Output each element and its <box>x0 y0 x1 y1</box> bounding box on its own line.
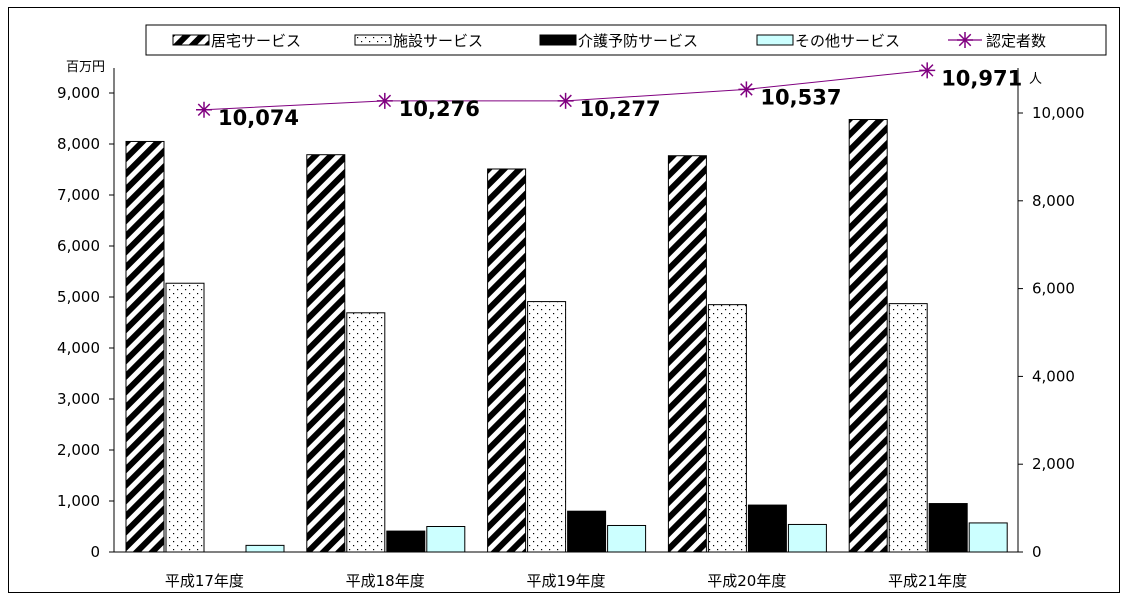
bar-4 <box>245 544 285 553</box>
bar-2 <box>707 304 747 553</box>
chart-frame <box>8 7 1120 593</box>
legend-label: その他サービス <box>795 32 900 50</box>
legend-label: 施設サービス <box>393 32 483 50</box>
left-tick-label: 5,000 <box>57 288 100 306</box>
right-tick-label: 6,000 <box>1032 280 1075 298</box>
right-axis-unit: 人 <box>1029 72 1042 87</box>
bar-1 <box>848 119 888 553</box>
legend-label: 認定者数 <box>986 32 1046 50</box>
left-tick-label: 4,000 <box>57 339 100 357</box>
left-tick-label: 3,000 <box>57 390 100 408</box>
line-series: 10,074 10,276 10,277 10,537 10,971 <box>196 62 1022 130</box>
bar-3 <box>928 503 968 553</box>
right-tick-label: 8,000 <box>1032 192 1075 210</box>
left-tick-label: 1,000 <box>57 492 100 510</box>
line-point <box>376 92 393 109</box>
line-point <box>196 101 212 118</box>
right-tick-label: 2,000 <box>1032 455 1075 473</box>
bar-3 <box>567 510 607 553</box>
line-data-label: 10,074 <box>218 106 299 130</box>
line-point <box>919 62 936 79</box>
bar-1 <box>125 140 165 553</box>
line-data-label: 10,276 <box>399 97 480 121</box>
bar-4 <box>607 524 647 553</box>
bar-2 <box>346 312 386 553</box>
left-axis-ticks: 0 1,000 2,000 3,000 4,000 5,000 6,000 7,000 8,00… <box>57 84 114 561</box>
bar-3 <box>747 504 787 553</box>
line-data-label: 10,971 <box>941 66 1022 90</box>
left-tick-label: 0 <box>90 543 100 561</box>
legend-swatch <box>172 34 210 46</box>
bar-4 <box>968 522 1008 553</box>
legend-swatch <box>354 34 392 46</box>
bar-2 <box>165 282 205 553</box>
bar-2 <box>888 303 928 553</box>
legend-swatch <box>539 34 577 46</box>
legend-label: 介護予防サービス <box>578 32 698 50</box>
line-point <box>557 92 574 109</box>
bar-4 <box>787 523 827 553</box>
legend-label: 居宅サービス <box>211 32 301 50</box>
bar-2 <box>527 301 567 553</box>
legend-box <box>145 24 1107 56</box>
bar-1 <box>306 154 346 553</box>
category-label: 平成21年度 <box>888 572 967 590</box>
left-tick-label: 8,000 <box>57 135 100 153</box>
line-data-label: 10,277 <box>580 97 661 121</box>
category-label: 平成18年度 <box>346 572 425 590</box>
line-point <box>738 81 755 98</box>
right-tick-label: 0 <box>1032 543 1042 561</box>
bars <box>125 119 1008 553</box>
category-label: 平成20年度 <box>707 572 786 590</box>
left-axis-unit: 百万円 <box>66 60 105 75</box>
bar-3 <box>386 530 426 553</box>
category-labels: 平成17年度 平成18年度 平成19年度 平成20年度 平成21年度 <box>165 572 967 590</box>
legend: 居宅サービス 施設サービス 介護予防サービス その他サービス 認定者数 <box>172 32 1046 50</box>
right-tick-label: 10,000 <box>1032 104 1085 122</box>
left-tick-label: 6,000 <box>57 237 100 255</box>
line-data-label: 10,537 <box>760 85 841 109</box>
right-axis-ticks: 0 2,000 4,000 6,000 8,000 10,000 <box>1018 104 1085 561</box>
left-tick-label: 7,000 <box>57 186 100 204</box>
bar-1 <box>667 155 707 553</box>
category-label: 平成19年度 <box>526 572 605 590</box>
category-label: 平成17年度 <box>165 572 244 590</box>
legend-swatch <box>756 34 794 46</box>
left-tick-label: 2,000 <box>57 441 100 459</box>
bar-4 <box>426 526 466 553</box>
right-tick-label: 4,000 <box>1032 367 1075 385</box>
left-tick-label: 9,000 <box>57 84 100 102</box>
bar-1 <box>487 168 527 553</box>
line-point <box>957 32 973 48</box>
